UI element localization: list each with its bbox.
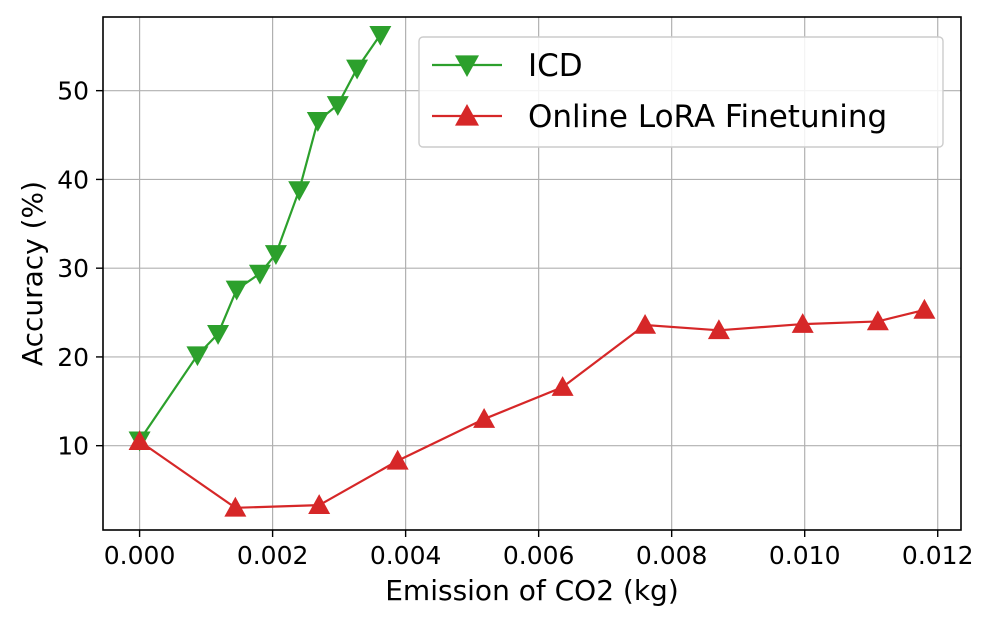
legend-marker-online-lora-finetuning	[455, 104, 479, 126]
y-tick-label: 20	[57, 343, 89, 372]
data-point-icd	[207, 325, 230, 345]
data-point-icd	[186, 346, 209, 367]
legend-marker-icd	[455, 55, 479, 77]
data-point-online-lora-finetuning	[791, 313, 814, 333]
y-tick-label: 50	[57, 77, 89, 106]
y-tick-label: 40	[57, 165, 89, 194]
data-point-online-lora-finetuning	[866, 310, 889, 331]
x-axis: 0.000 0.002 0.004 0.006 0.008 0.010 0.012	[104, 530, 974, 570]
data-point-online-lora-finetuning	[128, 430, 151, 451]
legend-box	[418, 36, 944, 148]
series-line-icd	[138, 34, 382, 441]
data-point-icd	[326, 96, 349, 116]
x-tick-label: 0.004	[370, 541, 442, 570]
legend: ICD Online LoRA Finetuning	[418, 36, 944, 148]
legend-entry-online-lora-finetuning: Online LoRA Finetuning	[432, 99, 887, 135]
legend-entry-icd: ICD	[432, 48, 583, 84]
x-tick-label: 0.000	[104, 541, 176, 570]
data-point-icd	[306, 112, 329, 132]
data-point-icd	[369, 25, 392, 46]
data-point-online-lora-finetuning	[707, 319, 730, 340]
legend-label-online-lora-finetuning: Online LoRA Finetuning	[528, 99, 887, 135]
data-point-icd	[346, 59, 369, 80]
data-point-icd	[288, 181, 311, 202]
x-tick-label: 0.002	[237, 541, 309, 570]
series-online-lora-finetuning	[128, 298, 936, 517]
series-line-online-lora-finetuning	[138, 308, 925, 509]
plot-frame	[102, 16, 962, 531]
x-tick-label: 0.008	[636, 541, 708, 570]
y-tick-label: 30	[57, 254, 89, 283]
y-axis: 10 20 30 40 50	[57, 77, 103, 461]
y-tick-label: 10	[57, 432, 89, 461]
x-axis-title: Emission of CO2 (kg)	[385, 574, 679, 607]
data-point-icd	[225, 280, 248, 301]
series-icd	[128, 25, 392, 452]
data-point-online-lora-finetuning	[913, 298, 936, 319]
x-tick-label: 0.006	[503, 541, 575, 570]
x-tick-label: 0.010	[769, 541, 841, 570]
data-point-online-lora-finetuning	[386, 449, 409, 470]
data-point-online-lora-finetuning	[634, 313, 657, 334]
series-layer	[128, 25, 936, 517]
data-point-online-lora-finetuning	[224, 496, 247, 517]
data-point-icd	[248, 264, 271, 285]
x-tick-label: 0.012	[902, 541, 974, 570]
data-point-icd	[264, 245, 287, 265]
y-axis-title: Accuracy (%)	[16, 181, 49, 366]
data-point-online-lora-finetuning	[308, 494, 331, 514]
data-point-online-lora-finetuning	[473, 408, 496, 428]
legend-label-icd: ICD	[528, 48, 583, 84]
data-point-online-lora-finetuning	[551, 376, 574, 396]
